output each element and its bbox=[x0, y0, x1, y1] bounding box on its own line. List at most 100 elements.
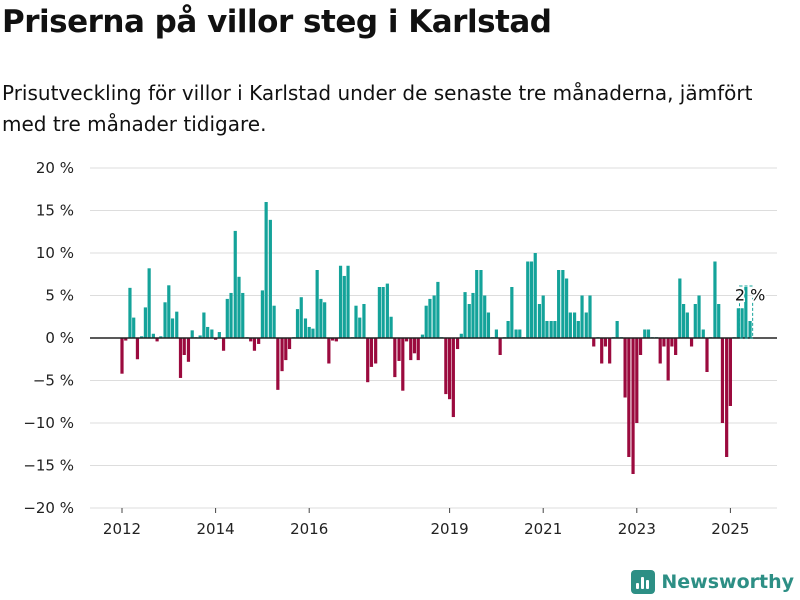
bar bbox=[451, 338, 455, 418]
bar bbox=[257, 338, 261, 344]
bar bbox=[175, 311, 179, 338]
bar bbox=[713, 261, 717, 338]
bar bbox=[120, 338, 124, 374]
newsworthy-logo: Newsworthy bbox=[631, 570, 794, 594]
bar bbox=[615, 321, 619, 338]
bar bbox=[241, 292, 245, 338]
y-tick-label: −5 % bbox=[33, 372, 74, 390]
bar bbox=[268, 219, 272, 338]
bar bbox=[608, 338, 612, 364]
bar bbox=[459, 333, 463, 338]
bar bbox=[140, 336, 144, 338]
bar bbox=[720, 338, 725, 423]
bar bbox=[693, 304, 697, 338]
bar bbox=[346, 265, 350, 338]
bar bbox=[198, 335, 202, 338]
bar bbox=[416, 338, 420, 361]
chart-title: Priserna på villor steg i Karlstad bbox=[2, 4, 552, 40]
bar bbox=[331, 338, 335, 341]
bar bbox=[295, 309, 300, 338]
bar bbox=[529, 261, 534, 338]
bar bbox=[155, 338, 159, 342]
bar bbox=[658, 338, 662, 364]
bar bbox=[225, 298, 229, 338]
bar bbox=[588, 295, 592, 338]
bar bbox=[178, 338, 183, 378]
y-tick-label: 0 % bbox=[45, 329, 74, 347]
bar bbox=[549, 321, 553, 338]
bar bbox=[565, 278, 569, 338]
bar bbox=[483, 295, 487, 338]
bar bbox=[412, 338, 417, 354]
bar bbox=[526, 261, 530, 338]
bar bbox=[210, 329, 214, 338]
y-axis-labels: 20 % 15 % 10 % 5 % 0 % −5 % −10 % −15 % −20 % bbox=[23, 159, 74, 517]
y-tick-label: 5 % bbox=[45, 287, 74, 305]
bar bbox=[662, 338, 666, 347]
bar bbox=[479, 270, 483, 338]
bar bbox=[287, 338, 292, 350]
bar bbox=[276, 338, 280, 390]
bar bbox=[448, 338, 452, 400]
bar bbox=[229, 292, 233, 338]
bar bbox=[744, 287, 748, 338]
bar bbox=[151, 333, 155, 338]
bar bbox=[670, 338, 674, 347]
bar bbox=[471, 292, 475, 338]
bar bbox=[674, 338, 678, 355]
bar bbox=[506, 321, 510, 338]
bar bbox=[623, 338, 627, 398]
bar bbox=[486, 312, 491, 338]
bar bbox=[545, 321, 549, 338]
bar bbox=[214, 338, 218, 340]
bar bbox=[163, 302, 167, 338]
bar bbox=[701, 329, 705, 338]
bar bbox=[455, 338, 460, 350]
bar bbox=[444, 338, 448, 395]
bar bbox=[576, 321, 580, 338]
y-tick-label: 20 % bbox=[36, 159, 74, 177]
bar bbox=[592, 338, 596, 347]
bar bbox=[190, 330, 194, 338]
bar bbox=[518, 329, 522, 338]
annotation: 2 % bbox=[733, 284, 767, 339]
bar bbox=[307, 326, 311, 338]
x-tick-label: 2023 bbox=[618, 520, 656, 538]
bar bbox=[389, 316, 393, 338]
x-tick-label: 2025 bbox=[711, 520, 749, 538]
bar bbox=[272, 305, 276, 338]
bar bbox=[186, 338, 191, 362]
bar bbox=[740, 308, 744, 338]
bar bbox=[603, 338, 608, 347]
bar bbox=[377, 287, 381, 338]
bar bbox=[358, 317, 362, 338]
bar bbox=[401, 338, 405, 391]
bar bbox=[728, 338, 732, 406]
bar bbox=[128, 287, 132, 338]
bar bbox=[132, 317, 136, 338]
bar-chart: 20 % 15 % 10 % 5 % 0 % −5 % −10 % −15 % −20 % 20… bbox=[23, 159, 777, 538]
bar bbox=[206, 326, 210, 338]
chart-subtitle: Prisutveckling för villor i Karlstad und… bbox=[2, 81, 753, 136]
brand-name: Newsworthy bbox=[661, 571, 794, 593]
bar bbox=[736, 308, 740, 338]
bar bbox=[315, 270, 319, 338]
bar bbox=[354, 305, 358, 338]
bar bbox=[638, 338, 643, 355]
bar bbox=[311, 328, 315, 338]
bar bbox=[537, 304, 542, 338]
bar bbox=[631, 338, 635, 474]
bar bbox=[366, 338, 370, 383]
y-tick-label: −20 % bbox=[23, 499, 74, 517]
bar bbox=[685, 312, 689, 338]
x-axis: 2012 2014 2016 2019 2021 2023 2025 bbox=[90, 337, 777, 538]
bar bbox=[237, 276, 241, 338]
bar bbox=[600, 338, 604, 364]
bar bbox=[533, 253, 537, 338]
bar bbox=[397, 338, 401, 361]
bar bbox=[299, 297, 303, 338]
bar-chart-logo-icon bbox=[631, 570, 656, 594]
x-tick-label: 2016 bbox=[290, 520, 328, 538]
bar bbox=[369, 338, 374, 367]
bar bbox=[697, 295, 701, 338]
